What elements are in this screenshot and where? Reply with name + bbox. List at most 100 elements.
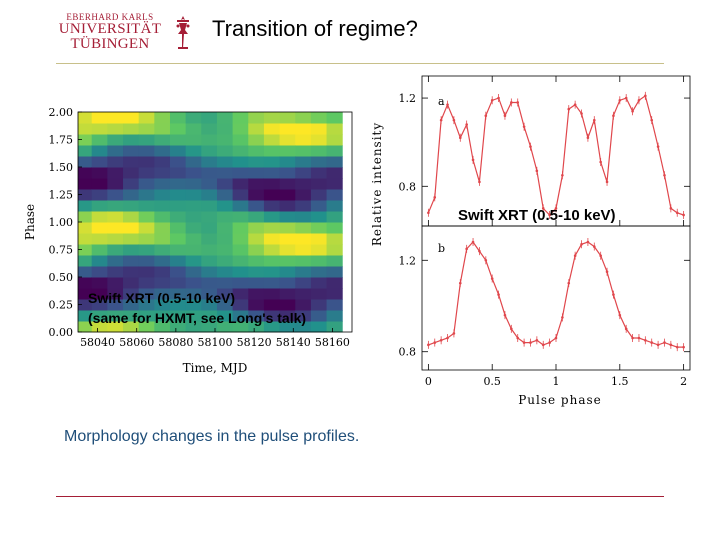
heatmap-cell <box>279 288 296 300</box>
heatmap-cell <box>295 145 312 157</box>
panel-b-point <box>554 336 558 340</box>
heatmap-cell <box>232 145 249 157</box>
heatmap-cell <box>185 310 202 322</box>
panel-a-y-tick-label: 0.8 <box>399 180 417 193</box>
heatmap-cell <box>123 244 140 256</box>
panel-b-point <box>478 249 481 253</box>
panel-b-point <box>650 341 654 344</box>
heatmap-cell <box>91 200 108 212</box>
heatmap-cell <box>107 277 124 289</box>
heatmap-cell <box>185 200 202 212</box>
heatmap-cell <box>201 178 218 190</box>
logo-line-1: EBERHARD KARLS <box>66 12 154 22</box>
panel-a-point <box>682 213 685 217</box>
panel-b-point <box>599 254 602 258</box>
heatmap-cell <box>107 156 124 168</box>
panel-a-point <box>529 145 532 148</box>
panel-b-point <box>663 341 666 344</box>
panel-a-point <box>618 98 622 102</box>
heatmap-cell <box>201 167 218 179</box>
heatmap-cell <box>326 189 343 201</box>
heatmap-cell <box>295 233 312 245</box>
heatmap-cell <box>107 145 124 157</box>
heatmap-cell <box>201 233 218 245</box>
heatmap-cell <box>248 112 265 124</box>
heatmap-cell <box>295 255 312 267</box>
heatmap-cell <box>263 178 281 190</box>
panel-b-profile <box>427 238 685 352</box>
heatmap-cell <box>78 112 93 124</box>
heatmap-cell <box>310 156 328 168</box>
heatmap-cell <box>248 134 265 146</box>
panel-b-point <box>580 242 583 246</box>
heatmap-cell <box>154 167 171 179</box>
logo-line-2: UNIVERSITÄT <box>58 21 162 37</box>
heatmap-cell <box>232 244 249 256</box>
heatmap-cell <box>279 123 296 135</box>
panel-b-point <box>439 338 443 342</box>
panel-a-frame <box>421 75 691 227</box>
heatmap-cell <box>123 288 140 300</box>
heatmap-cell <box>326 123 343 135</box>
heatmap-cell <box>263 233 281 245</box>
heatmap-cell <box>185 112 202 124</box>
heatmap-cell <box>295 178 312 190</box>
phase-time-heatmap: 2.00 1.75 1.50 1.25 1.00 0.75 0.50 0.25 0.00 580… <box>23 106 353 375</box>
heatmap-cell <box>78 244 93 256</box>
heatmap-cell <box>185 277 202 289</box>
panel-a-point <box>554 207 558 210</box>
heatmap-cell <box>138 299 155 311</box>
heatmap-cell <box>201 321 218 333</box>
heatmap-cell <box>248 321 265 333</box>
panel-b-point <box>503 313 507 317</box>
panel-b-point <box>624 327 628 331</box>
heatmap-cell <box>310 222 328 234</box>
profile-ticks: 1.2 0.8 1.2 0.8 0 0.5 1 1.5 2 <box>399 76 690 388</box>
panel-b-point <box>452 332 456 335</box>
heatmap-cell <box>279 200 296 212</box>
heatmap-cell <box>154 277 171 289</box>
heatmap-cell <box>91 145 108 157</box>
panel-b-point <box>427 343 430 347</box>
heatmap-cell <box>310 299 328 311</box>
heatmap-cell <box>78 266 93 278</box>
heatmap-cell <box>91 299 108 311</box>
heatmap-cell <box>295 200 312 212</box>
heatmap-cell <box>185 145 202 157</box>
heatmap-cell <box>201 156 218 168</box>
heatmap-cell <box>91 277 108 289</box>
heatmap-cell <box>154 266 171 278</box>
panel-b-point <box>458 281 462 285</box>
heatmap-cell <box>154 222 171 234</box>
heatmap-cell <box>201 189 218 201</box>
heatmap-cell <box>78 299 93 311</box>
heatmap-cell <box>232 112 249 124</box>
heatmap-cell <box>201 299 218 311</box>
heatmap-cell <box>279 112 296 124</box>
heatmap-cell <box>310 277 328 289</box>
heatmap-cell <box>295 310 312 322</box>
heatmap-cell <box>263 189 281 201</box>
heatmap-cell <box>248 255 265 267</box>
pulse-profile-figure: 1.2 0.8 1.2 0.8 0 0.5 1 1.5 2 a b Swift XRT (0.5… <box>370 75 691 407</box>
heatmap-cell <box>216 156 234 168</box>
heatmap-cell <box>216 145 234 157</box>
heatmap-cell <box>248 310 265 322</box>
panel-a-point <box>535 169 539 173</box>
heatmap-cell <box>279 211 296 223</box>
heatmap-cell <box>310 255 328 267</box>
heatmap-x-tick-label: 58100 <box>198 336 233 349</box>
heatmap-cell <box>216 200 234 212</box>
heatmap-cell <box>138 178 155 190</box>
heatmap-cell <box>201 211 218 223</box>
heatmap-cell <box>326 299 343 311</box>
heatmap-cell <box>310 266 328 278</box>
heatmap-cell <box>138 277 155 289</box>
heatmap-y-tick-label: 0.50 <box>49 271 74 284</box>
heatmap-cell <box>154 244 171 256</box>
heatmap-cell <box>279 255 296 267</box>
heatmap-cell <box>185 233 202 245</box>
heatmap-cell <box>169 233 187 245</box>
panel-a-point <box>427 211 430 215</box>
heatmap-cell <box>232 299 249 311</box>
